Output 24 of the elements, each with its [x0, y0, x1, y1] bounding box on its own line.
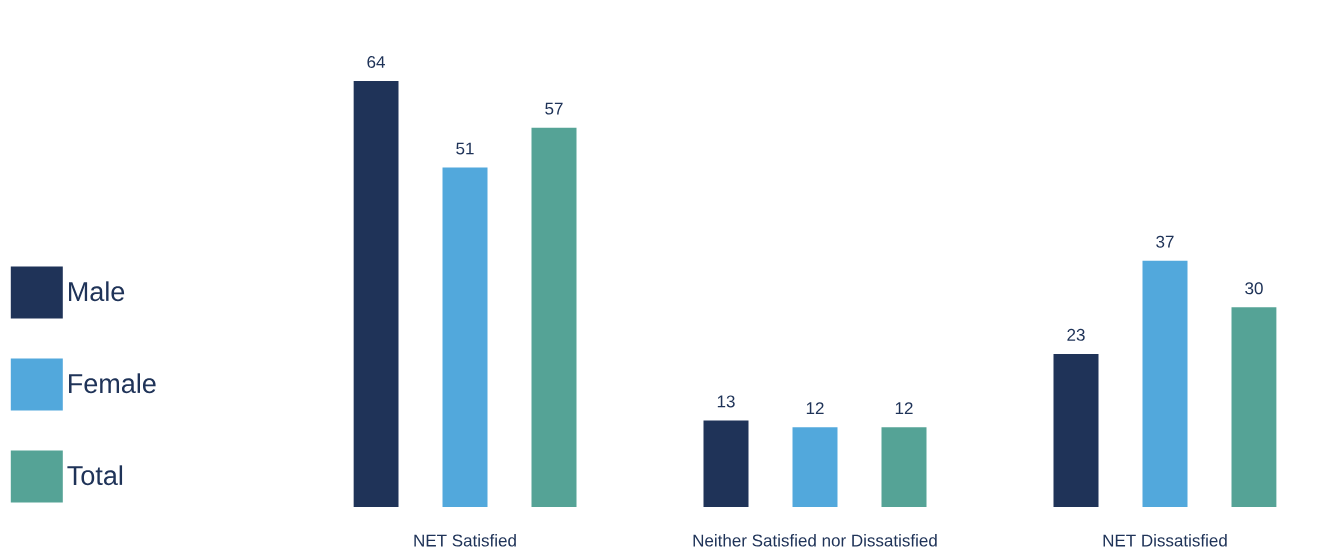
bar: [1231, 307, 1277, 507]
data-label: 57: [545, 102, 563, 115]
bar: [442, 167, 488, 507]
data-label: 37: [1156, 235, 1174, 248]
bar: [353, 81, 399, 507]
data-label: 12: [895, 402, 913, 415]
data-label: 64: [367, 56, 385, 69]
bar: [1142, 260, 1188, 507]
bar: [1053, 353, 1099, 507]
bar: [703, 420, 749, 507]
legend-label: Total: [67, 465, 123, 486]
x-tick-label: Neither Satisfied nor Dissatisfied: [693, 534, 937, 547]
x-tick-label: NET Satisfied: [414, 534, 516, 547]
bar: [531, 127, 577, 507]
data-label: 51: [456, 142, 474, 155]
data-label: 12: [806, 402, 824, 415]
data-label: 13: [717, 395, 735, 408]
bar: [792, 427, 838, 507]
data-label: 30: [1245, 282, 1263, 295]
bar: [881, 427, 927, 507]
legend-label: Male: [69, 281, 125, 302]
legend-label: Female: [69, 373, 156, 394]
data-label: 23: [1067, 328, 1085, 341]
x-tick-label: NET Dissatisfied: [1103, 534, 1227, 547]
